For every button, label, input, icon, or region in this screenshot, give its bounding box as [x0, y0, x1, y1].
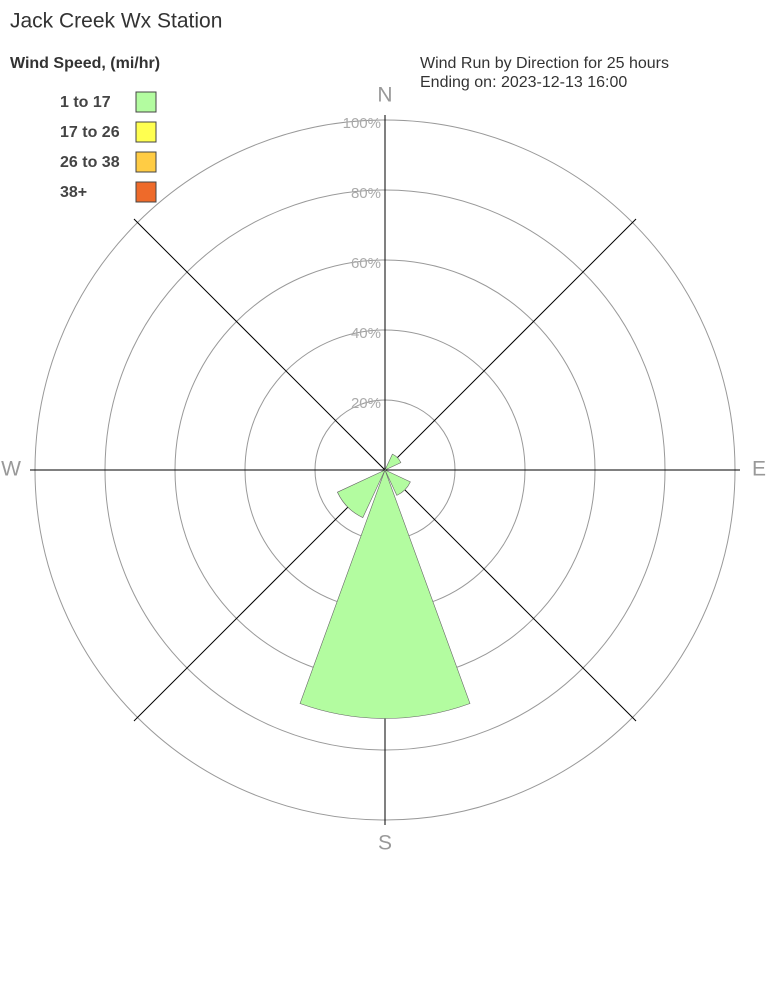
r-tick-label: 80%	[351, 185, 381, 202]
spoke	[133, 218, 386, 471]
legend-title: Wind Speed, (mi/hr)	[10, 55, 160, 72]
legend-swatch	[135, 121, 157, 143]
legend-swatch	[135, 181, 157, 203]
legend-label: 17 to 26	[60, 124, 120, 141]
legend-label: 38+	[60, 184, 87, 201]
r-tick-label: 100%	[343, 115, 381, 132]
wedge	[337, 469, 386, 518]
r-tick-label: 20%	[351, 395, 381, 412]
spoke	[384, 218, 637, 471]
legend-label: 1 to 17	[60, 94, 111, 111]
direction-label: E	[752, 458, 766, 481]
legend-label: 26 to 38	[60, 154, 120, 171]
direction-label: N	[377, 84, 392, 107]
wedge	[299, 469, 471, 719]
legend-swatch	[135, 91, 157, 113]
direction-label: W	[1, 458, 21, 481]
spoke	[133, 469, 386, 722]
r-tick-label: 60%	[351, 255, 381, 272]
direction-label: S	[378, 832, 392, 855]
spoke	[384, 469, 637, 722]
chart-title: Jack Creek Wx Station	[10, 10, 222, 33]
wedge	[384, 453, 402, 471]
r-tick-label: 40%	[351, 325, 381, 342]
wedge	[384, 469, 411, 496]
subtitle: Wind Run by Direction for 25 hours	[420, 55, 669, 72]
legend-swatch	[135, 151, 157, 173]
subtitle: Ending on: 2023-12-13 16:00	[420, 74, 627, 91]
